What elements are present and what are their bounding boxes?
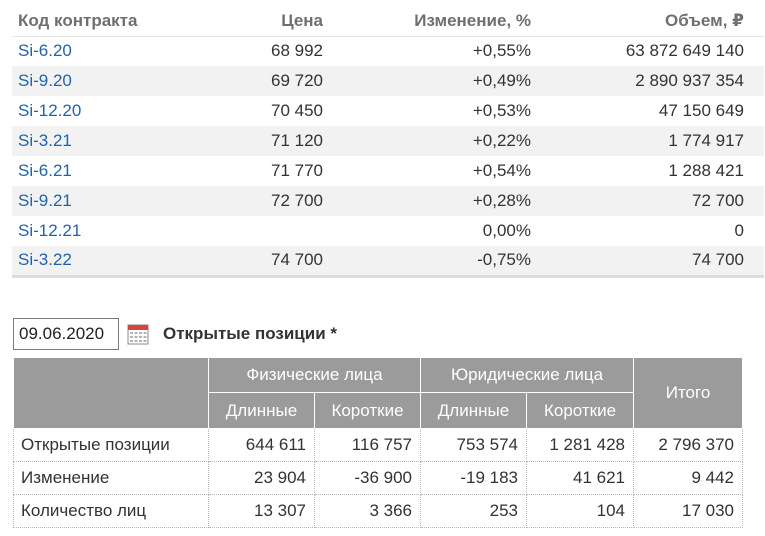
- cell-ind-short: 3 366: [314, 494, 421, 528]
- date-input[interactable]: [13, 318, 119, 350]
- cell-ind-long: 23 904: [208, 461, 315, 495]
- contract-link[interactable]: Si-12.21: [18, 221, 82, 240]
- contract-volume: 47 150 649: [658, 101, 744, 120]
- cell-leg-short: 1 281 428: [526, 428, 635, 462]
- row-label: Открытые позиции: [13, 428, 209, 462]
- cell-leg-long: 753 574: [420, 428, 527, 462]
- header-ind-short: Короткие: [314, 392, 421, 429]
- contracts-header-row: Код контракта Цена Изменение, % Объем, ₽: [12, 6, 764, 37]
- table-row: Si-12.21 0,00% 0: [12, 216, 764, 246]
- contract-volume: 1 774 917: [539, 126, 764, 156]
- header-leg-short: Короткие: [525, 392, 635, 429]
- table-row: Si-9.21 72 700 +0,28% 72 700: [12, 186, 764, 216]
- header-price[interactable]: Цена: [200, 6, 331, 37]
- contract-link[interactable]: Si-12.20: [18, 101, 82, 120]
- contract-price: 68 992: [271, 41, 323, 61]
- row-label: Количество лиц: [13, 494, 209, 528]
- table-row: Si-3.21 71 120 +0,22% 1 774 917: [12, 126, 764, 156]
- contract-volume: 72 700: [539, 186, 764, 216]
- row-label: Изменение: [13, 461, 209, 495]
- header-blank: [13, 357, 209, 429]
- header-total: Итого: [633, 357, 744, 429]
- cell-leg-long: 253: [420, 494, 527, 528]
- contract-volume: 74 700: [539, 246, 764, 278]
- header-individuals: Физические лица: [208, 357, 421, 393]
- contract-volume: 1 288 421: [668, 161, 744, 180]
- contract-link[interactable]: Si-9.21: [12, 186, 200, 216]
- cell-leg-long: -19 183: [420, 461, 527, 495]
- contract-price: 71 770: [271, 161, 323, 180]
- contract-link[interactable]: Si-9.20: [12, 66, 200, 96]
- contract-change: +0,22%: [331, 126, 539, 156]
- contract-price: [200, 216, 331, 246]
- contract-change: +0,55%: [472, 41, 531, 61]
- contract-change: +0,53%: [472, 101, 531, 120]
- contract-volume: 0: [734, 221, 744, 240]
- contracts-table: Код контракта Цена Изменение, % Объем, ₽…: [12, 6, 764, 278]
- contract-volume: 2 890 937 354: [539, 66, 764, 96]
- cell-ind-short: 116 757: [314, 428, 421, 462]
- header-change[interactable]: Изменение, %: [331, 6, 539, 37]
- cell-total: 17 030: [633, 494, 744, 528]
- cell-leg-short: 104: [526, 494, 635, 528]
- positions-header-row: Физические лица Юридические лица Итого: [13, 357, 744, 429]
- table-row: Открытые позиции 644 611 116 757 753 574…: [13, 428, 744, 462]
- cell-ind-short: -36 900: [314, 461, 421, 495]
- table-row: Si-6.21 71 770 +0,54% 1 288 421: [12, 156, 764, 186]
- table-row: Количество лиц 13 307 3 366 253 104 17 0…: [13, 494, 744, 528]
- header-leg-long: Длинные: [420, 392, 527, 429]
- header-volume[interactable]: Объем, ₽: [539, 6, 764, 37]
- cell-ind-long: 13 307: [208, 494, 315, 528]
- table-row: Si-6.20 68 992 +0,55% 63 872 649 140: [12, 36, 764, 66]
- table-row: Si-12.20 70 450 +0,53% 47 150 649: [12, 96, 764, 126]
- contract-price: 74 700: [200, 246, 331, 278]
- cell-ind-long: 644 611: [208, 428, 315, 462]
- contract-volume: 63 872 649 140: [625, 41, 744, 61]
- contract-link[interactable]: Si-6.21: [18, 161, 72, 180]
- header-contract-code[interactable]: Код контракта: [12, 6, 200, 37]
- table-row: Si-3.22 74 700 -0,75% 74 700: [12, 246, 764, 278]
- contract-link[interactable]: Si-3.21: [12, 126, 200, 156]
- positions-table: Физические лица Юридические лица Итого Д…: [13, 357, 744, 528]
- contract-price: 71 120: [200, 126, 331, 156]
- contract-link[interactable]: Si-3.22: [12, 246, 200, 278]
- table-row: Si-9.20 69 720 +0,49% 2 890 937 354: [12, 66, 764, 96]
- contract-change: +0,28%: [331, 186, 539, 216]
- contract-link[interactable]: Si-6.20: [18, 41, 72, 61]
- contract-price: 72 700: [200, 186, 331, 216]
- contract-change: +0,54%: [472, 161, 531, 180]
- date-filter-row: Открытые позиции *: [13, 318, 337, 350]
- contract-change: +0,49%: [331, 66, 539, 96]
- contract-price: 69 720: [200, 66, 331, 96]
- contract-price: 70 450: [271, 101, 323, 120]
- cell-total: 2 796 370: [633, 428, 744, 462]
- cell-leg-short: 41 621: [526, 461, 635, 495]
- contract-change: 0,00%: [482, 221, 531, 240]
- cell-total: 9 442: [633, 461, 744, 495]
- header-legal-entities: Юридические лица: [419, 357, 635, 393]
- calendar-icon[interactable]: [127, 323, 149, 345]
- header-ind-long: Длинные: [208, 392, 315, 429]
- positions-title: Открытые позиции *: [163, 324, 338, 343]
- positions-subheader-row: Длинные Короткие Длинные Короткие: [14, 392, 743, 429]
- table-row: Изменение 23 904 -36 900 -19 183 41 621 …: [13, 461, 744, 495]
- contract-change: -0,75%: [331, 246, 539, 278]
